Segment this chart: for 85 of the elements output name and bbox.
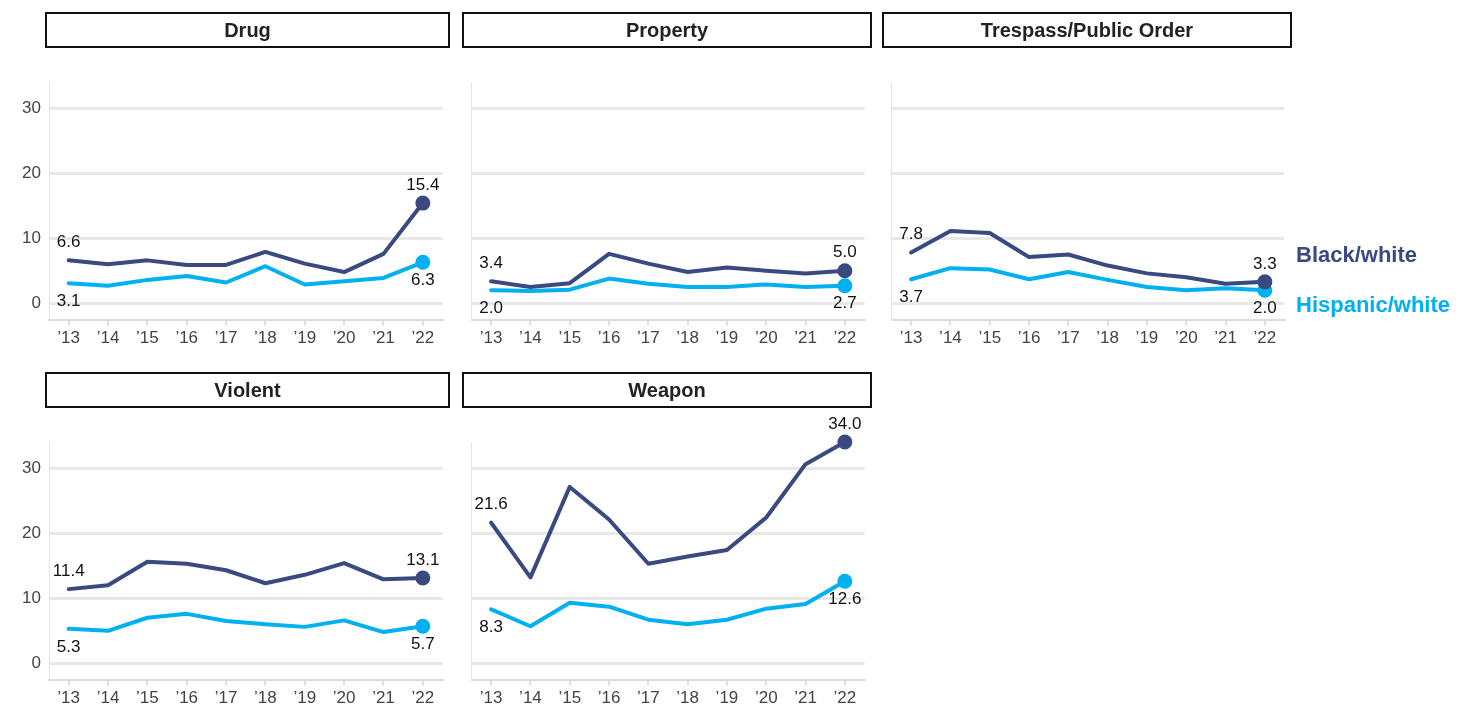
x-tick-label: ’20 (754, 688, 778, 708)
x-tick-label: ’13 (57, 328, 81, 348)
x-tick-label: ’16 (175, 688, 199, 708)
x-tick-label: ’19 (715, 328, 739, 348)
x-tick-label: ’17 (637, 328, 660, 348)
x-tick-label: ’14 (96, 688, 120, 708)
x-tick-label: ’15 (558, 688, 582, 708)
data-label: 5.0 (833, 242, 857, 262)
x-tick-label: ’17 (637, 688, 660, 708)
x-tick-label: ’21 (794, 328, 817, 348)
series-label: Black/white (1296, 241, 1418, 268)
y-tick-label: 30 (22, 457, 41, 477)
x-tick-label: ’16 (597, 328, 621, 348)
x-tick-label: ’15 (978, 328, 1002, 348)
y-tick-label: 0 (31, 653, 41, 673)
x-tick-label: ’15 (136, 688, 159, 708)
x-tick-label: ’19 (293, 688, 317, 708)
data-label: 11.4 (52, 560, 85, 580)
x-tick-label: ’20 (332, 328, 356, 348)
x-tick-label: ’21 (372, 328, 395, 348)
chart-title: Drug (45, 12, 450, 48)
x-tick-label: ’22 (833, 328, 857, 348)
x-tick-label: ’15 (558, 328, 582, 348)
series-label: Hispanic/white (1296, 292, 1451, 319)
data-label: 6.3 (411, 270, 435, 289)
x-tick-label: ’13 (479, 328, 503, 348)
x-tick-label: ’14 (96, 328, 120, 348)
x-tick-label: ’19 (1135, 328, 1159, 348)
data-label: 2.7 (833, 293, 857, 313)
x-tick-label: ’20 (1174, 328, 1198, 348)
data-label: 6.6 (56, 232, 81, 252)
y-tick-label: 10 (22, 587, 41, 607)
x-tick-label: ’15 (136, 328, 159, 348)
data-label: 2.0 (479, 297, 503, 317)
x-tick-label: ’16 (175, 328, 199, 348)
data-label: 15.4 (406, 174, 440, 194)
x-tick-label: ’13 (479, 688, 503, 708)
x-tick-label: ’16 (1017, 328, 1041, 348)
x-tick-label: ’22 (411, 688, 435, 708)
x-tick-label: ’20 (332, 688, 356, 708)
data-label: 3.7 (899, 286, 923, 306)
data-label: 21.6 (474, 494, 508, 514)
chart-title: Trespass/Public Order (882, 12, 1292, 48)
data-label: 5.7 (411, 633, 435, 653)
x-tick-label: ’17 (1057, 328, 1080, 348)
data-label: 34.0 (828, 413, 862, 433)
data-label: 2.0 (1253, 297, 1277, 317)
y-tick-label: 0 (31, 293, 41, 313)
x-tick-label: ’14 (939, 328, 962, 348)
x-tick-label: ’17 (214, 328, 238, 348)
y-tick-label: 20 (22, 162, 41, 182)
data-label: 3.1 (56, 290, 81, 310)
data-label: 3.4 (479, 252, 503, 272)
x-tick-label: ’22 (833, 688, 857, 708)
chart-title: Weapon (462, 372, 872, 408)
x-tick-label: ’22 (411, 328, 435, 348)
x-tick-label: ’20 (754, 328, 778, 348)
x-tick-label: ’18 (676, 688, 699, 708)
chart-title: Property (462, 12, 872, 48)
data-label: 3.3 (1253, 253, 1277, 273)
data-label: 7.8 (899, 224, 923, 244)
x-tick-label: ’22 (1253, 328, 1277, 348)
x-tick-label: ’21 (372, 688, 395, 708)
x-tick-label: ’18 (254, 328, 277, 348)
y-tick-label: 20 (22, 522, 41, 542)
y-tick-label: 30 (22, 97, 41, 117)
data-label: 5.3 (56, 636, 81, 656)
x-tick-label: ’14 (519, 688, 542, 708)
x-tick-label: ’16 (597, 688, 621, 708)
x-tick-label: ’18 (676, 328, 699, 348)
x-tick-label: ’13 (57, 688, 81, 708)
data-label: 13.1 (406, 549, 440, 569)
y-tick-label: 10 (22, 227, 41, 247)
data-label: 12.6 (828, 588, 862, 608)
x-tick-label: ’17 (214, 688, 238, 708)
chart-title: Violent (45, 372, 450, 408)
data-label: 8.3 (479, 616, 503, 636)
x-tick-label: ’21 (1214, 328, 1237, 348)
x-tick-label: ’13 (899, 328, 923, 348)
x-tick-label: ’14 (519, 328, 542, 348)
x-tick-label: ’18 (1096, 328, 1119, 348)
x-tick-label: ’18 (254, 688, 277, 708)
x-tick-label: ’19 (293, 328, 317, 348)
x-tick-label: ’19 (715, 688, 739, 708)
x-tick-label: ’21 (794, 688, 817, 708)
